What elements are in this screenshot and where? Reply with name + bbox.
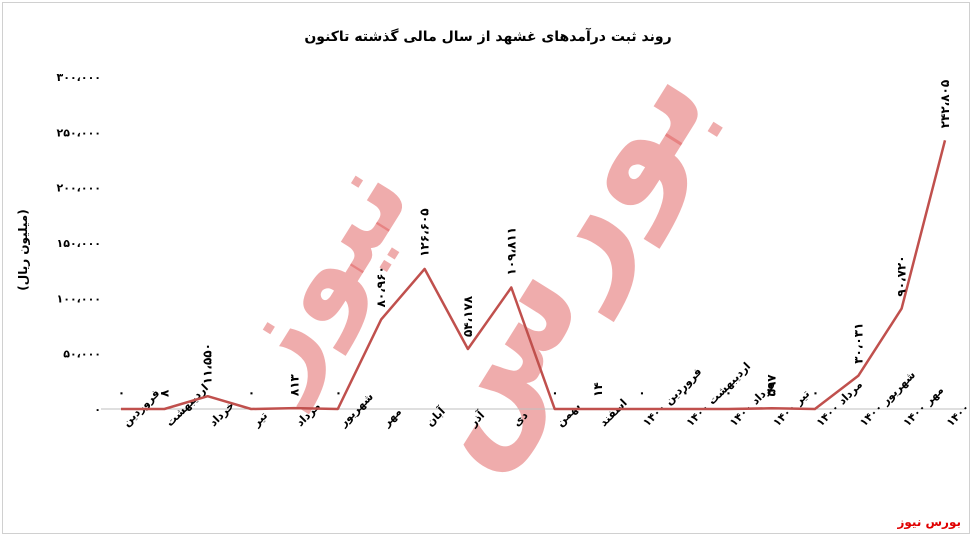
data-label: ۹۰،۷۲۰ xyxy=(895,255,909,296)
data-label: ۱۱،۵۵۰ xyxy=(201,343,215,384)
data-label: ۰ xyxy=(678,390,692,397)
y-axis-label: (میلیون ریال) xyxy=(16,209,31,290)
data-label: ۱۴ xyxy=(591,382,605,397)
data-label: ۰ xyxy=(114,390,128,397)
y-tick-label: ۰ xyxy=(94,403,101,416)
data-label: ۵۴،۱۷۸ xyxy=(461,295,475,337)
data-label: ۰ xyxy=(721,390,735,397)
y-tick-label: ۱۵۰،۰۰۰ xyxy=(57,237,101,250)
data-labels: ۰ ۸ ۱۱،۵۵۰ ۰ ۸۱۳ ۰ ۸۰،۹۶۰ ۱۲۶،۶۰۵ ۵۴،۱۷۸ ۱۰۹،۸۱۱ ۰… xyxy=(114,80,952,397)
data-label: ۰ xyxy=(808,390,822,397)
y-tick-label: ۱۰۰،۰۰۰ xyxy=(57,292,101,305)
data-label: ۳۰،۰۳۱ xyxy=(851,323,865,364)
chart-title: روند ثبت درآمدهای غشهد از سال مالی گذشته… xyxy=(304,27,671,45)
data-label: ۸ xyxy=(157,389,171,397)
x-tick-label: مرداد xyxy=(293,400,322,429)
data-label: ۰ xyxy=(634,390,648,397)
data-label: ۱۰۹،۸۱۱ xyxy=(504,227,518,276)
data-label: ۱۲۶،۶۰۵ xyxy=(418,208,432,257)
y-tick-label: ۲۵۰،۰۰۰ xyxy=(57,126,101,139)
data-label: ۰ xyxy=(548,390,562,397)
x-tick-label: اسفند xyxy=(597,396,630,429)
data-label: ۸۰،۹۶۰ xyxy=(374,266,388,307)
data-label: ۵۹۷ xyxy=(765,374,779,397)
y-tick-label: ۵۰،۰۰۰ xyxy=(63,348,101,361)
series-line xyxy=(121,139,947,411)
x-tick-label: مهر ۱۴۰۰ xyxy=(901,383,947,429)
source-label: بورس نیوز xyxy=(897,515,961,529)
x-tick-label: تیر xyxy=(249,409,270,430)
x-tick-label: آبان ۱۴۰۰ xyxy=(943,382,969,429)
series-line-group xyxy=(121,139,947,411)
y-tick-label: ۳۰۰،۰۰۰ xyxy=(57,71,101,84)
x-tick-label: اردیبهشت xyxy=(163,381,211,429)
data-label: ۰ xyxy=(331,390,345,397)
data-label: ۲۴۲،۸۰۵ xyxy=(938,80,952,129)
y-axis: ۰ ۵۰،۰۰۰ ۱۰۰،۰۰۰ ۱۵۰،۰۰۰ ۲۰۰،۰۰۰ ۲۵۰،۰۰۰ ۳۰۰،۰… xyxy=(57,71,101,416)
y-tick-label: ۲۰۰،۰۰۰ xyxy=(57,182,101,195)
data-label: ۸۱۳ xyxy=(287,373,301,396)
data-label: ۰ xyxy=(244,390,258,397)
